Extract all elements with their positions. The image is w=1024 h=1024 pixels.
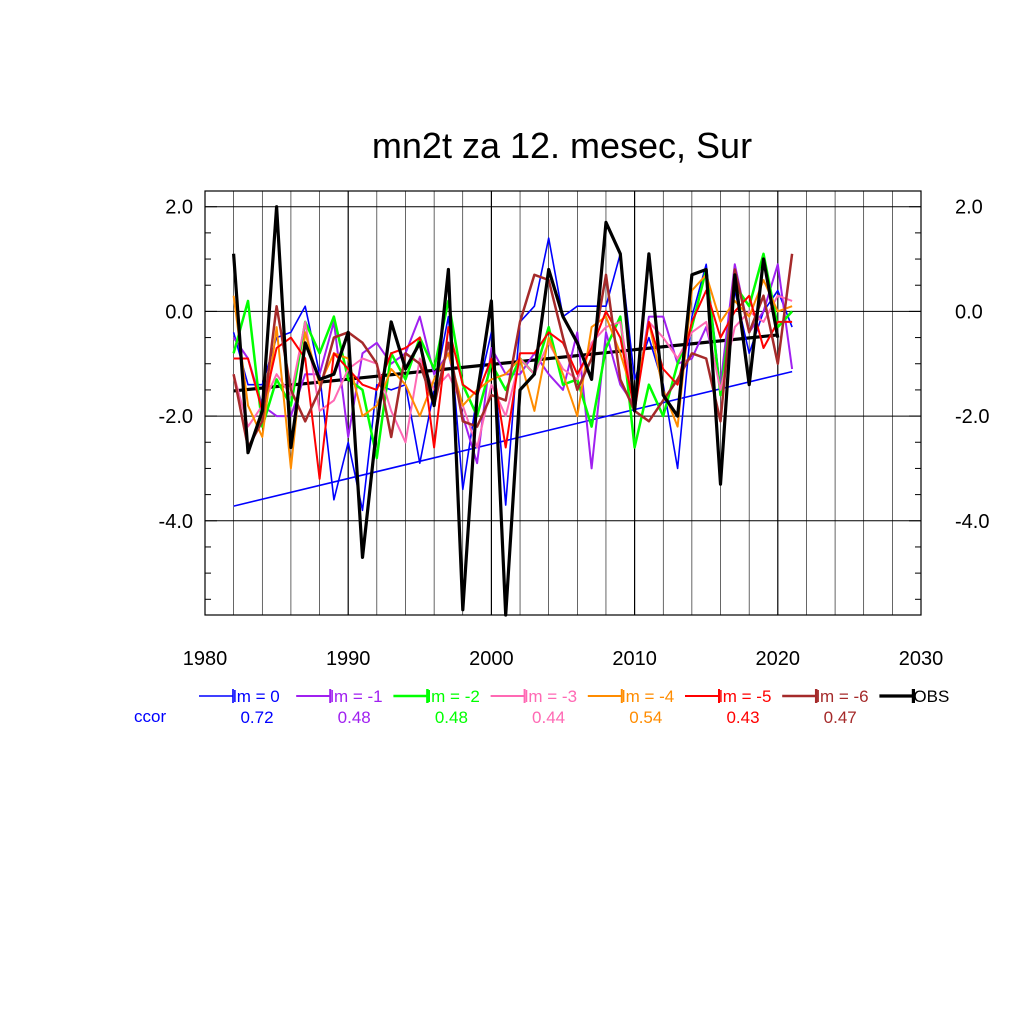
x-tick-label: 1980 xyxy=(183,648,228,670)
plot-area xyxy=(204,190,922,616)
axis-ticks xyxy=(205,206,921,600)
legend-entry: lm = -4 xyxy=(622,687,674,706)
series-line xyxy=(232,253,794,449)
legend-ccor-value: 0.47 xyxy=(824,708,857,727)
y-tick-label-right: -4.0 xyxy=(955,511,989,533)
y-tick-label-left: -4.0 xyxy=(159,511,193,533)
tick-labels: 1980 1990 2000 2010 2020 2030 2.0 2.0 0.0 0.0 -2.0… xyxy=(159,197,990,670)
y-tick-label-right: 2.0 xyxy=(955,197,983,219)
x-tick-label: 2020 xyxy=(756,648,801,670)
legend-ccor-value: 0.44 xyxy=(532,708,565,727)
legend-entry: lm = 0 xyxy=(233,687,280,706)
legend-entry: lm = -1 xyxy=(330,687,382,706)
legend-entry: lm = -5 xyxy=(719,687,771,706)
legend-ccor-value: 0.54 xyxy=(629,708,662,727)
y-tick-label-right: -2.0 xyxy=(955,406,989,428)
x-tick-label: 2030 xyxy=(899,648,944,670)
legend-ccor-value: 0.72 xyxy=(240,708,273,727)
chart-title: mn2t za 12. mesec, Sur xyxy=(372,125,752,166)
gridlines xyxy=(205,191,921,615)
series-line xyxy=(233,289,793,480)
legend-entry: lm = -2 xyxy=(427,687,479,706)
legend-entry: OBS xyxy=(913,687,949,706)
series-line xyxy=(232,252,794,460)
legend-ccor-value: 0.48 xyxy=(338,708,371,727)
trend-line xyxy=(233,370,793,507)
y-tick-label-left: 0.0 xyxy=(165,301,193,323)
ccor-label: ccor xyxy=(134,707,166,726)
x-tick-label: 1990 xyxy=(326,648,371,670)
x-tick-label: 2000 xyxy=(469,648,514,670)
series-line xyxy=(232,294,793,449)
x-tick-label: 2010 xyxy=(612,648,657,670)
y-tick-label-right: 0.0 xyxy=(955,301,983,323)
legend-entry: lm = -6 xyxy=(816,687,868,706)
series-lines xyxy=(232,205,794,617)
plot-frame xyxy=(204,190,922,616)
legend-ccor-value: 0.48 xyxy=(435,708,468,727)
legend-ccor-value: 0.43 xyxy=(726,708,759,727)
y-tick-label-left: 2.0 xyxy=(165,197,193,219)
y-tick-label-left: -2.0 xyxy=(159,406,193,428)
series-line xyxy=(232,237,793,512)
legend-entry: lm = -3 xyxy=(525,687,577,706)
series-line xyxy=(232,205,780,617)
legend: ccor lm = 0 0.72 lm = -1 0.48 lm = -2 0.48 lm =… xyxy=(134,687,949,727)
